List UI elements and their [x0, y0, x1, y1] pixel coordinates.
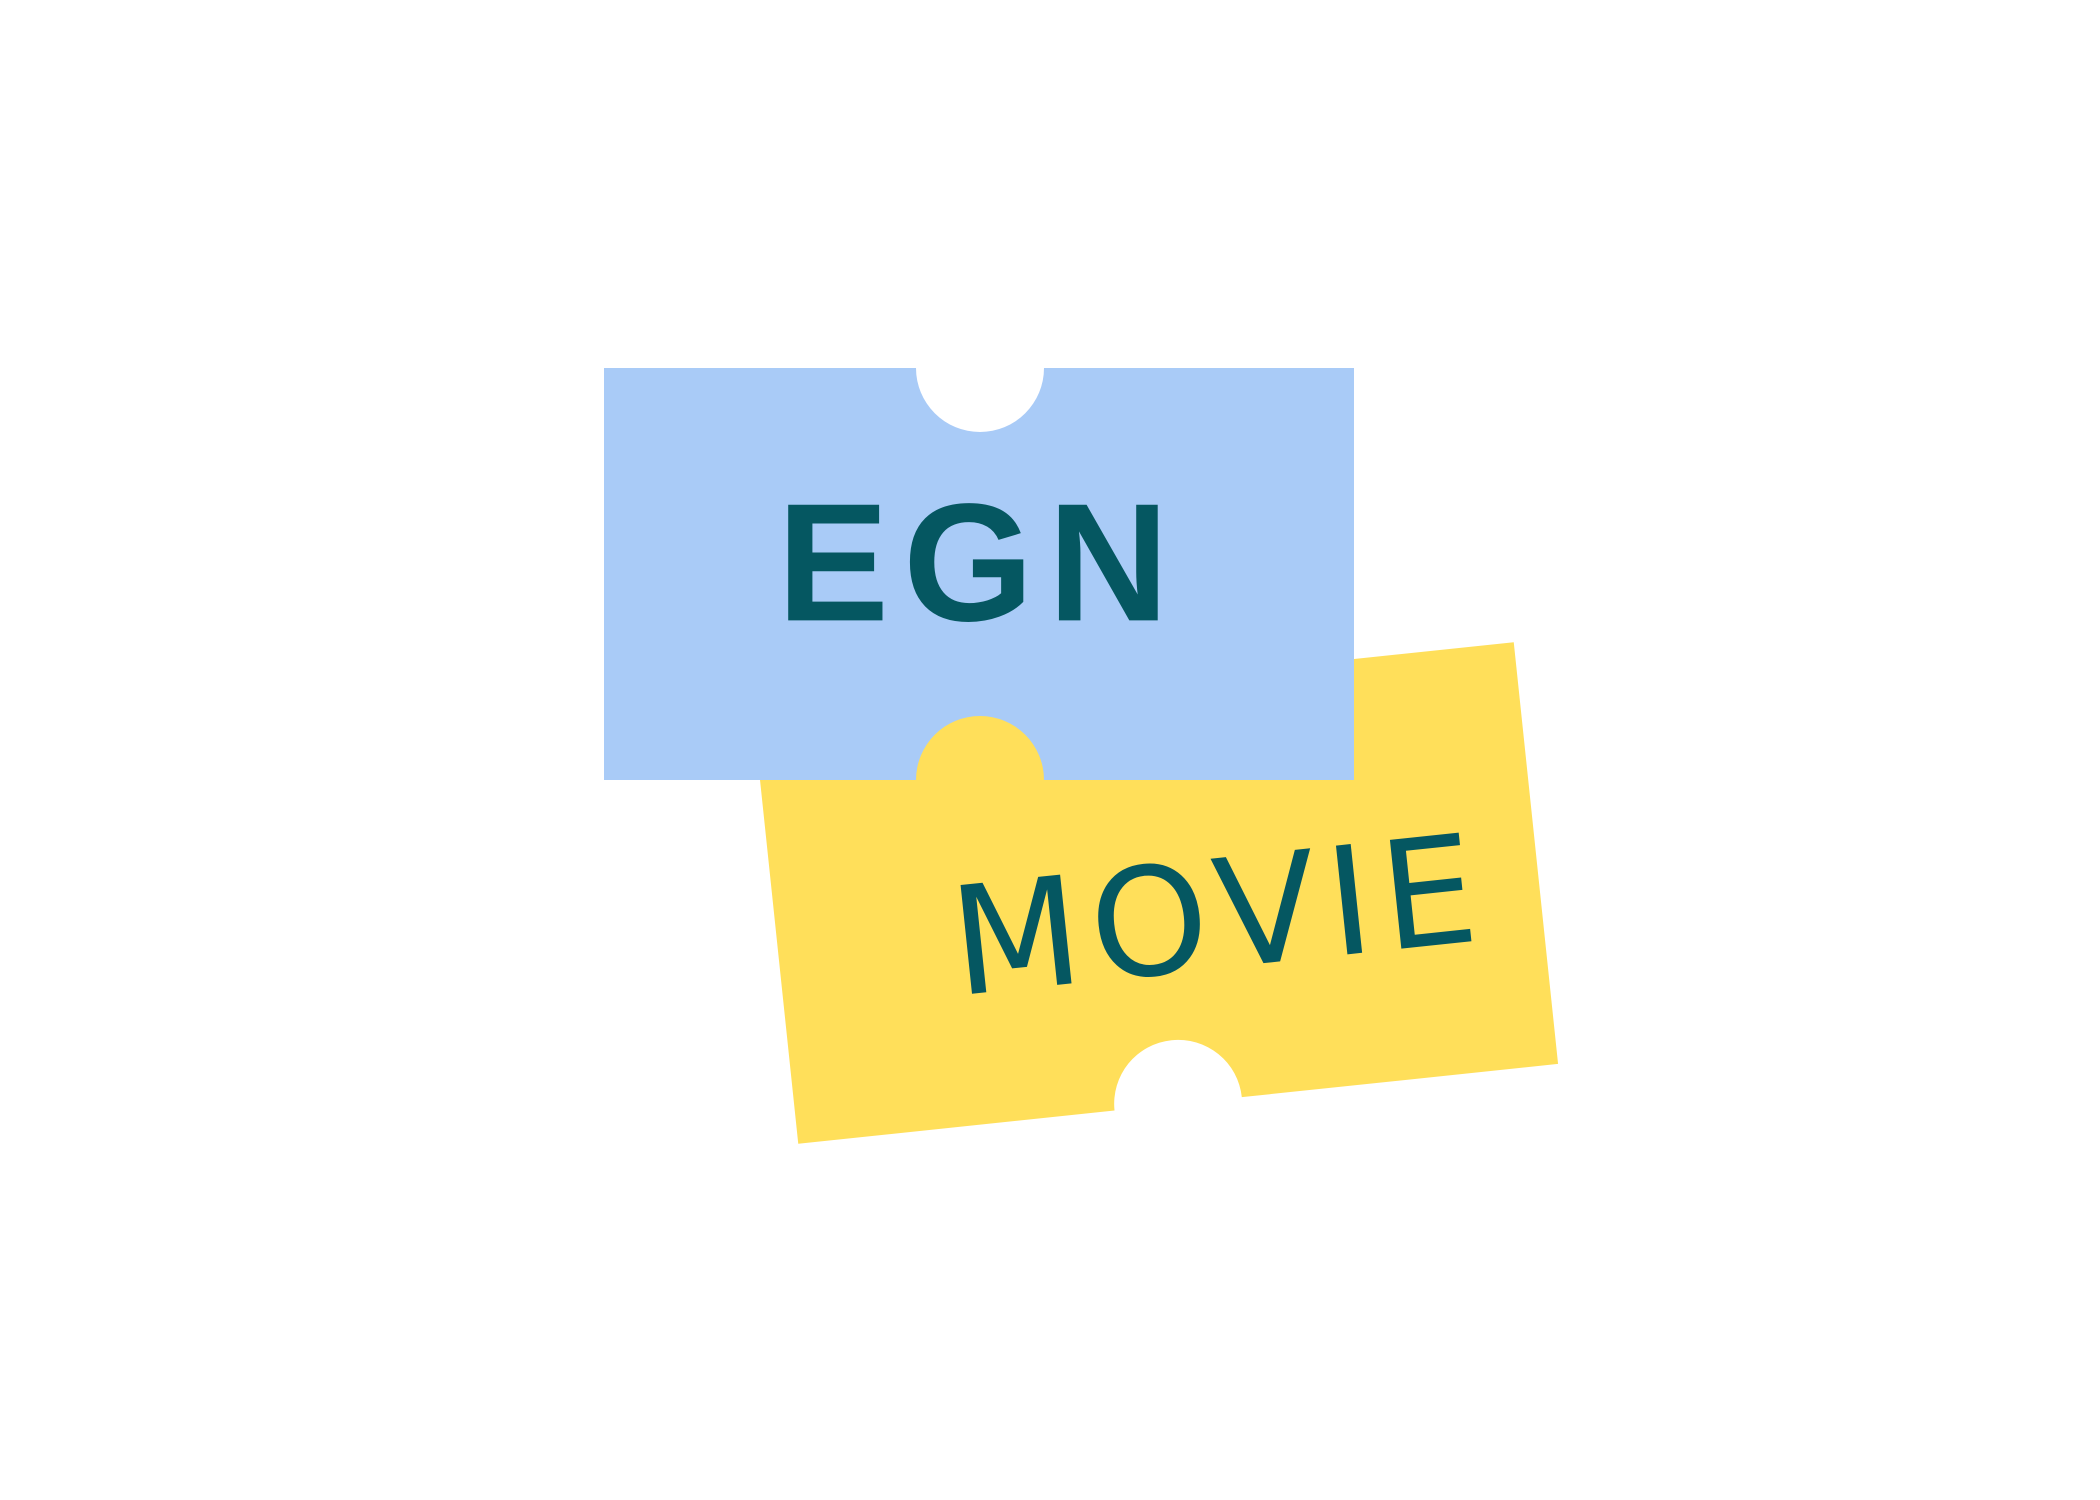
back-ticket: MOVIE — [753, 642, 1559, 1144]
front-ticket: EGN — [604, 368, 1354, 780]
back-ticket-shape — [753, 642, 1559, 1144]
logo-primary-word: EGN — [777, 468, 1183, 656]
front-ticket-shape — [604, 368, 1354, 780]
